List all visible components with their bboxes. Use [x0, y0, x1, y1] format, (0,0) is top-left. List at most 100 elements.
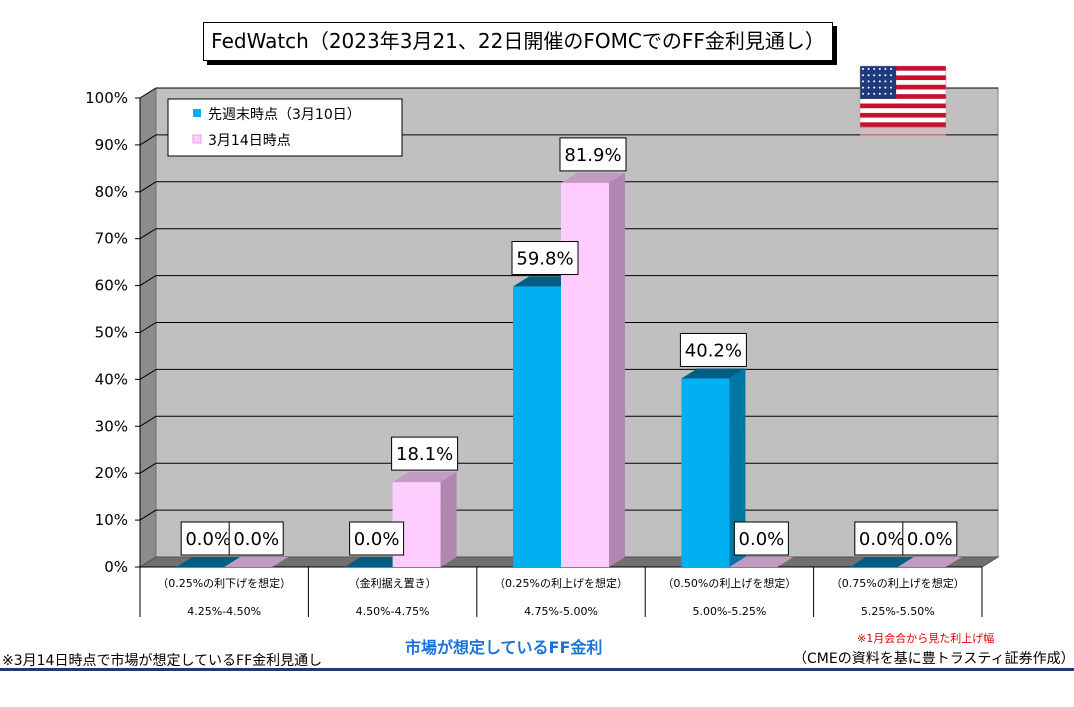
- data-label-box: [391, 436, 459, 471]
- gridline-side: [139, 134, 157, 146]
- flag-star: [890, 86, 892, 89]
- flag-stripe: [860, 89, 946, 95]
- bar: [681, 368, 746, 567]
- category-scenario-label: （0.75%の利上げを想定）: [831, 576, 965, 590]
- bar: [729, 557, 794, 567]
- y-tick-label: 70%: [95, 230, 128, 248]
- category-range-label: 4.50%-4.75%: [356, 605, 430, 618]
- flag-stripe: [860, 108, 946, 114]
- legend-label: 3月14日時点: [208, 133, 291, 149]
- y-tick-label: 100%: [85, 89, 128, 107]
- gridline-side: [139, 87, 157, 99]
- bar-front: [513, 286, 561, 567]
- bar-front: [561, 182, 609, 568]
- flag-reflection: [860, 129, 946, 137]
- legend-swatch: [193, 109, 201, 117]
- flag-stripe: [860, 112, 946, 118]
- legend-label: 先週末時点（3月10日）: [208, 107, 361, 123]
- data-label: 0.0%: [907, 529, 953, 550]
- legend-swatch: [192, 134, 202, 144]
- bar-side: [729, 368, 746, 567]
- flag-star: [884, 86, 887, 89]
- flag-star: [862, 92, 864, 95]
- flag-star: [867, 80, 870, 83]
- flag-star: [890, 92, 892, 95]
- flag-stripe: [860, 75, 946, 81]
- data-label: 0.0%: [739, 529, 785, 550]
- bar: [561, 172, 625, 568]
- chart-title: FedWatch（2023年3月21、22日開催のFOMCでのFF金利見通し）: [203, 22, 833, 61]
- flag-star: [884, 80, 887, 83]
- data-label-box: [854, 521, 910, 556]
- legend: [167, 98, 403, 157]
- y-tick-label: 0%: [104, 558, 128, 576]
- bar-side: [440, 472, 457, 567]
- gridline-side: [139, 228, 157, 240]
- flag-star: [878, 86, 881, 89]
- y-tick-label: 90%: [95, 136, 128, 154]
- us-flag-icon: [859, 65, 947, 137]
- flag-star: [878, 92, 881, 95]
- bar-top: [392, 472, 457, 483]
- y-tick-label: 40%: [95, 370, 128, 388]
- data-label-box: [511, 241, 579, 276]
- flag-stripe: [860, 66, 946, 71]
- flag-star: [867, 68, 870, 70]
- flag-star: [862, 74, 864, 77]
- data-label: 18.1%: [396, 444, 453, 465]
- gridline-side: [139, 181, 157, 193]
- bar-side: [609, 172, 625, 567]
- bar: [176, 557, 241, 567]
- flag-star: [862, 80, 864, 83]
- flag-border: [859, 65, 947, 128]
- bar: [897, 557, 962, 567]
- flag-star: [878, 80, 881, 83]
- flag-stripe: [860, 94, 946, 100]
- flag-star: [890, 68, 892, 70]
- flag-star: [884, 92, 887, 95]
- bar: [849, 557, 914, 567]
- category-range-label: 5.00%-5.25%: [692, 605, 766, 618]
- bar-top: [681, 368, 746, 379]
- category-scenario-label: （0.25%の利下げを想定）: [157, 576, 291, 590]
- bar-top: [897, 557, 962, 567]
- flag-star: [878, 68, 881, 70]
- data-label: 0.0%: [354, 529, 400, 550]
- flag-star: [862, 68, 864, 70]
- category-scenario-label: （0.50%の利上げを想定）: [662, 576, 796, 590]
- flag-star: [873, 68, 876, 70]
- flag-stripe: [860, 103, 946, 109]
- data-label-box: [679, 332, 747, 367]
- gridline-side: [139, 462, 157, 474]
- footer-note: ※3月14日時点で市場が想定しているFF金利見通し: [2, 653, 323, 669]
- flag-stripe: [860, 70, 946, 76]
- source-note: （CMEの資料を基に豊トラスティ証券作成）: [793, 651, 1074, 667]
- gridline-side: [139, 368, 157, 380]
- data-label: 0.0%: [185, 529, 231, 550]
- x-axis-title: 市場が想定しているFF金利: [405, 638, 603, 657]
- y-tick-label: 80%: [95, 183, 128, 201]
- bar-top: [849, 557, 914, 567]
- flag-star: [884, 74, 887, 77]
- flag-stripe: [860, 122, 946, 128]
- data-label: 59.8%: [516, 249, 573, 270]
- bar-top: [561, 172, 625, 183]
- data-label-box: [902, 521, 958, 556]
- flag-star: [890, 80, 892, 83]
- gridline-side: [139, 275, 157, 287]
- bar: [392, 472, 457, 567]
- flag-star: [867, 86, 870, 89]
- flag-star: [873, 74, 876, 77]
- annotation-note: ※1月会合から見た利上げ幅: [857, 632, 995, 645]
- flag-star: [878, 74, 881, 77]
- flag-star: [862, 86, 864, 89]
- data-label: 81.9%: [564, 145, 621, 166]
- y-tick-label: 60%: [95, 277, 128, 295]
- gridline-side: [139, 415, 157, 427]
- gridline-side: [139, 322, 157, 333]
- bar-top: [176, 557, 241, 567]
- flag-stripe: [860, 98, 946, 104]
- flag-stripe: [860, 117, 946, 123]
- y-tick-label: 50%: [95, 324, 128, 342]
